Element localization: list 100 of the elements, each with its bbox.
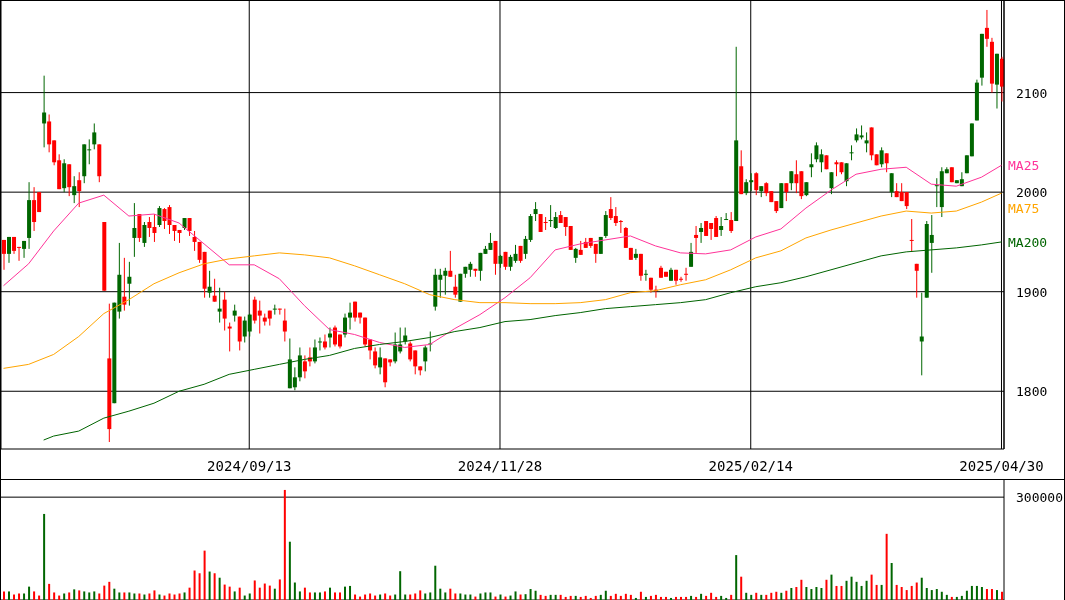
bar — [484, 592, 487, 600]
bar — [464, 594, 467, 600]
bar — [203, 550, 206, 600]
bar — [133, 593, 136, 600]
bar — [399, 571, 402, 600]
candlestick — [393, 332, 398, 364]
bar — [273, 588, 276, 600]
y-tick-label: 2000 — [1016, 185, 1048, 201]
bar — [815, 586, 818, 600]
candlestick — [217, 287, 222, 324]
bar — [659, 596, 662, 600]
bar — [98, 593, 101, 600]
bar — [43, 513, 46, 600]
bar — [23, 593, 26, 600]
bar — [675, 596, 678, 600]
candlestick — [814, 141, 819, 163]
candlestick — [543, 216, 548, 231]
bar — [755, 592, 758, 600]
bar — [825, 579, 828, 600]
bar — [414, 593, 417, 600]
bar — [298, 591, 301, 600]
bar — [760, 594, 763, 600]
bar — [384, 593, 387, 600]
candlestick — [754, 171, 759, 196]
bar — [158, 594, 161, 600]
bar — [915, 582, 918, 600]
bar — [63, 593, 66, 600]
bar — [308, 592, 311, 600]
candlestick — [22, 240, 27, 259]
candlestick — [132, 202, 137, 258]
bar — [589, 597, 592, 600]
bar — [3, 591, 5, 600]
bar — [644, 596, 647, 600]
candlestick — [729, 211, 734, 234]
bar — [534, 590, 537, 600]
bar — [183, 592, 186, 600]
bar — [288, 541, 291, 600]
candlestick — [533, 201, 538, 222]
bar — [449, 588, 452, 600]
bar — [885, 533, 888, 600]
candlestick — [699, 222, 704, 244]
bar — [830, 574, 833, 600]
bar — [639, 591, 642, 600]
bar — [479, 593, 482, 600]
candlestick — [689, 242, 694, 268]
bar — [459, 593, 462, 600]
bar — [238, 587, 241, 600]
candlestick — [317, 337, 322, 351]
candlestick — [212, 278, 217, 303]
series-label: MA200 — [1008, 234, 1048, 250]
bar — [609, 595, 612, 600]
bar — [795, 586, 798, 600]
bar — [900, 586, 903, 600]
bar — [730, 594, 733, 600]
candlestick — [694, 225, 699, 254]
candlestick — [207, 270, 212, 299]
bar — [394, 594, 397, 600]
candlestick — [623, 226, 628, 249]
bar — [624, 593, 627, 600]
bar — [439, 588, 442, 600]
candlestick — [222, 291, 227, 332]
bar — [960, 595, 963, 600]
bar — [258, 587, 261, 600]
bar — [835, 585, 838, 600]
candlestick — [77, 171, 82, 208]
bar — [454, 593, 457, 600]
candlestick — [879, 146, 884, 168]
bar — [569, 595, 572, 600]
bar — [83, 591, 86, 600]
bar — [975, 585, 978, 600]
bar — [103, 585, 106, 600]
candlestick — [789, 170, 794, 191]
bar — [148, 593, 151, 600]
candlestick — [227, 322, 232, 352]
bar — [188, 587, 191, 600]
bar — [670, 597, 672, 600]
candlestick — [383, 357, 388, 388]
bar — [123, 592, 126, 600]
bar — [559, 594, 562, 600]
bar — [369, 593, 372, 600]
candlestick — [282, 308, 287, 342]
bar — [213, 573, 216, 600]
candlestick — [297, 346, 302, 382]
candlestick — [2, 239, 6, 271]
candlestick — [864, 131, 869, 153]
bar — [629, 594, 632, 600]
bar — [740, 576, 743, 600]
bar — [1000, 591, 1003, 600]
bar — [138, 593, 141, 600]
bar — [68, 592, 71, 600]
bar — [113, 588, 116, 600]
bar — [313, 592, 316, 600]
bar — [554, 594, 557, 600]
bar — [318, 592, 321, 600]
candlestick — [7, 236, 12, 264]
bar — [574, 595, 577, 600]
bar — [143, 594, 146, 600]
candlestick — [618, 219, 623, 234]
bar — [855, 581, 858, 600]
bar — [419, 590, 422, 600]
